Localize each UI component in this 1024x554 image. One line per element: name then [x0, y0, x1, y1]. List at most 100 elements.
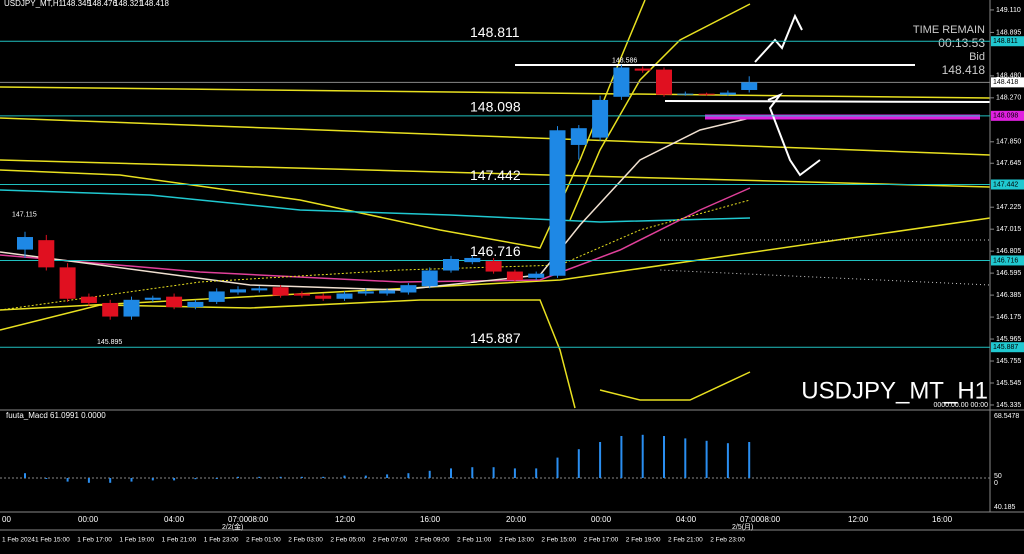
bar-time: 2 Feb 11:00 [457, 537, 492, 544]
level-label: 146.716 [470, 243, 521, 259]
time-remain-label: TIME REMAIN [913, 24, 985, 36]
time-label: 00 [2, 515, 11, 524]
price-label: 147.115 [12, 212, 37, 219]
candle-body [357, 291, 374, 294]
macd-bar [322, 476, 325, 478]
macd-bar [748, 442, 751, 478]
bar-time: 1 Feb 17:00 [77, 537, 112, 544]
arrow [767, 92, 821, 177]
cloud [659, 239, 991, 286]
candle-body [336, 293, 353, 299]
level-box [991, 36, 1024, 47]
level-box [991, 110, 1024, 121]
macd-axis-label: 50 [994, 473, 1002, 480]
trend-line [0, 159, 991, 188]
candle-body [570, 128, 587, 145]
candle-body [17, 237, 33, 250]
time-label: 07:00 [740, 515, 761, 524]
level-box [991, 255, 1024, 266]
bar-time: 2 Feb 17:00 [584, 537, 619, 544]
macd-bar [450, 468, 452, 478]
y-tick-label: 146.595 [996, 270, 1021, 277]
time-label: 04:00 [676, 515, 697, 524]
candle-body [400, 285, 417, 293]
candle-body [102, 302, 119, 317]
macd-bar [130, 478, 133, 482]
bar-time: 2 Feb 07:00 [373, 537, 408, 544]
date-label: 0000.00.00 00:00 [934, 402, 989, 409]
candle-body [592, 99, 609, 138]
macd-bar [705, 440, 708, 478]
bar-time: 2 Feb 05:00 [330, 537, 365, 544]
ohlc: 148.321 [114, 0, 143, 8]
bar-time: 1 Feb 19:00 [119, 537, 154, 544]
y-tick-label: 147.015 [996, 226, 1021, 233]
level-box-label: 146.716 [993, 257, 1018, 264]
bid-label: Bid [969, 51, 985, 63]
bar-time: 1 Feb 15:00 [35, 537, 70, 544]
bar-time: 1 Feb 21:00 [162, 537, 197, 544]
macd-bar [24, 473, 26, 478]
trend-line [0, 217, 991, 311]
macd-bar [599, 442, 602, 478]
candle-body [144, 297, 161, 300]
ohlc: 148.345 [62, 0, 91, 8]
y-tick-label: 146.175 [996, 314, 1021, 321]
macd-bar [300, 476, 303, 478]
macd-bar [364, 475, 367, 478]
time-remain: 00:13:53 [938, 36, 985, 50]
macd-bar [87, 478, 90, 483]
time-label: 07:00 [228, 515, 249, 524]
macd-bar [428, 470, 431, 478]
y-tick-label: 148.480 [996, 73, 1021, 80]
candle-body [80, 296, 97, 303]
symbol-header: USDJPY_MT,H1 [4, 0, 64, 8]
time-label: 16:00 [420, 515, 441, 524]
macd-bar [109, 478, 112, 483]
bid: 148.418 [942, 63, 986, 77]
macd-axis-label: 68.5478 [994, 413, 1019, 420]
indicators [0, 0, 991, 409]
band-lower [0, 299, 576, 409]
price-label: 145.895 [97, 339, 122, 346]
macd-bar [173, 478, 176, 481]
bar-time: 2 Feb 21:00 [668, 537, 703, 544]
band-lower [599, 371, 751, 401]
macd-bar [151, 478, 154, 481]
y-tick-label: 147.225 [996, 204, 1021, 211]
bid-box [991, 77, 1024, 88]
candle-body [251, 288, 268, 291]
time-label: 12:00 [848, 515, 869, 524]
time-label: 00:00 [78, 515, 99, 524]
bar-time: 2 Feb 09:00 [415, 537, 450, 544]
candle-body [421, 270, 438, 287]
time-label: 20:00 [506, 515, 527, 524]
bar-time: 2 Feb 01:00 [246, 537, 281, 544]
macd-axis-label: 0 [994, 480, 998, 487]
date-mark: 2/2(金) [222, 522, 243, 531]
candle-body [272, 287, 289, 296]
y-tick-label: 146.385 [996, 292, 1021, 299]
y-tick-label: 145.545 [996, 380, 1021, 387]
macd-bar [407, 473, 410, 478]
candle-body [506, 271, 523, 280]
candle-body [464, 257, 481, 263]
macd-bar [641, 434, 644, 478]
macd-bar [258, 476, 261, 478]
macd-bar [513, 468, 516, 478]
candle-body [187, 301, 204, 308]
bar-time: 2 Feb 23:00 [710, 537, 745, 544]
macd-bar [194, 478, 197, 480]
support-line [664, 100, 991, 103]
level-box [991, 179, 1024, 190]
macd-bar [726, 443, 729, 478]
ma-line [0, 187, 751, 283]
time-label: 04:00 [164, 515, 185, 524]
candle-body [741, 82, 758, 90]
bar-time: 1 Feb 23:00 [204, 537, 239, 544]
candle-body [315, 295, 332, 299]
y-tick-label: 145.755 [996, 358, 1021, 365]
candle-body [677, 93, 694, 95]
symbol-label: USDJPY_MT_H1 [801, 377, 988, 404]
